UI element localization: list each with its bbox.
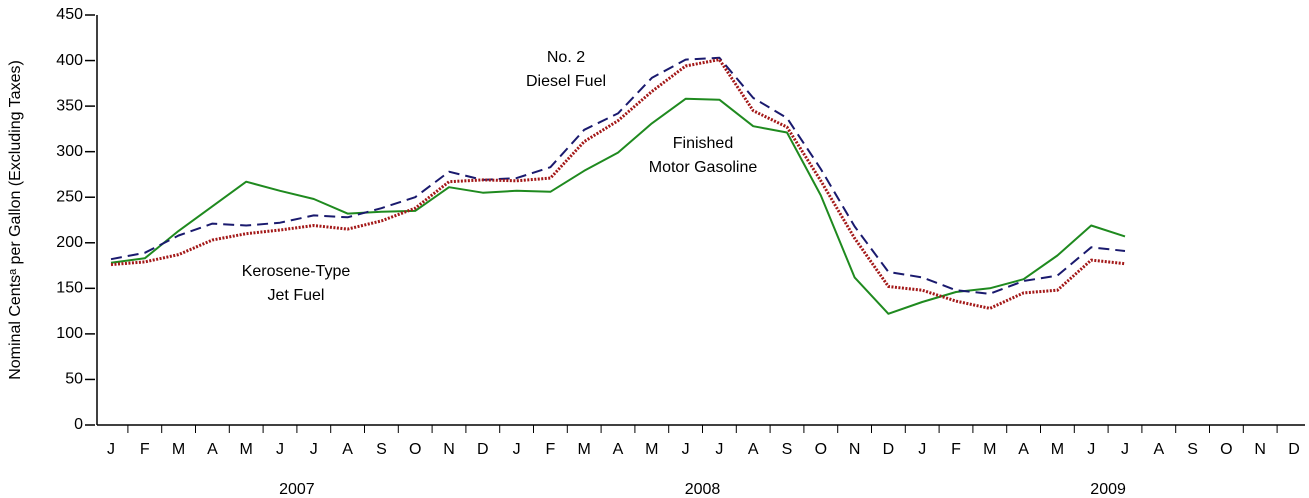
x-tick-label: J	[107, 441, 115, 458]
x-tick-label: S	[782, 441, 793, 458]
x-tick-label: N	[849, 441, 861, 458]
x-tick-label: J	[1087, 441, 1095, 458]
x-tick-label: J	[513, 441, 521, 458]
x-tick-label: A	[748, 441, 759, 458]
y-tick-label: 0	[74, 416, 83, 433]
x-tick-label: D	[477, 441, 489, 458]
series-line	[110, 97, 1126, 315]
y-axis-label: Nominal Centsᵃ per Gallon (Excluding Tax…	[7, 60, 24, 380]
year-label: 2009	[1090, 481, 1126, 498]
series-label: No. 2	[547, 49, 585, 66]
series-label: Diesel Fuel	[526, 73, 606, 90]
series-label: Finished	[673, 135, 733, 152]
x-tick-label: M	[578, 441, 591, 458]
x-tick-label: M	[240, 441, 253, 458]
series-line	[110, 58, 1126, 310]
x-tick-label: M	[645, 441, 658, 458]
x-tick-label: M	[172, 441, 185, 458]
y-tick-label: 300	[56, 143, 83, 160]
x-tick-label: A	[1018, 441, 1029, 458]
x-tick-label: N	[1254, 441, 1266, 458]
y-tick-label: 50	[65, 371, 83, 388]
x-tick-label: M	[1051, 441, 1064, 458]
x-tick-label: S	[376, 441, 387, 458]
x-tick-label: S	[1187, 441, 1198, 458]
x-tick-label: F	[140, 441, 150, 458]
x-tick-label: F	[546, 441, 556, 458]
year-label: 2007	[279, 481, 315, 498]
x-tick-label: A	[342, 441, 353, 458]
x-tick-label: J	[310, 441, 318, 458]
series-label: Kerosene-Type	[242, 263, 351, 280]
x-tick-label: J	[715, 441, 723, 458]
x-tick-label: D	[1288, 441, 1300, 458]
x-tick-label: J	[682, 441, 690, 458]
y-tick-label: 150	[56, 280, 83, 297]
x-tick-label: J	[276, 441, 284, 458]
y-tick-label: 100	[56, 325, 83, 342]
y-tick-label: 200	[56, 234, 83, 251]
x-tick-label: O	[409, 441, 421, 458]
x-tick-label: N	[443, 441, 455, 458]
series-line	[110, 56, 1126, 295]
x-tick-label: D	[883, 441, 895, 458]
y-tick-label: 450	[56, 6, 83, 23]
x-tick-label: J	[918, 441, 926, 458]
x-tick-label: J	[1121, 441, 1129, 458]
series-label: Motor Gasoline	[649, 159, 758, 176]
y-tick-label: 250	[56, 188, 83, 205]
x-tick-label: M	[983, 441, 996, 458]
x-tick-label: A	[207, 441, 218, 458]
x-tick-label: A	[1153, 441, 1164, 458]
x-tick-label: O	[1220, 441, 1232, 458]
y-tick-label: 400	[56, 52, 83, 69]
x-tick-label: O	[815, 441, 827, 458]
series-label: Jet Fuel	[268, 287, 325, 304]
x-tick-label: A	[613, 441, 624, 458]
year-label: 2008	[685, 481, 721, 498]
x-tick-label: F	[951, 441, 961, 458]
y-tick-label: 350	[56, 97, 83, 114]
